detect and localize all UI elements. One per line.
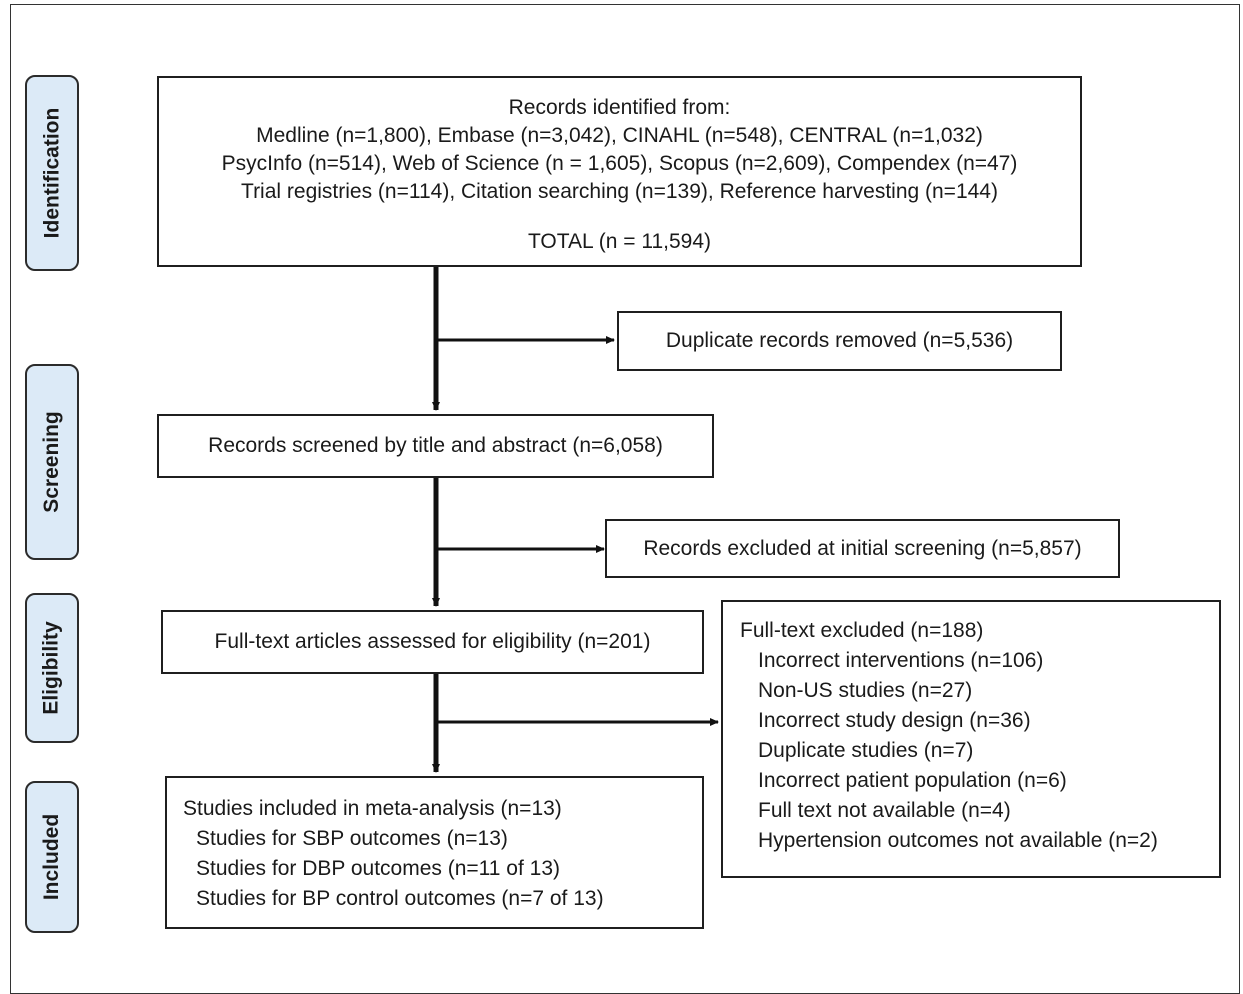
exclusion-reason: Non-US studies (n=27) xyxy=(758,679,973,702)
duplicates-removed-box: Duplicate records removed (n=5,536) xyxy=(617,311,1062,371)
duplicates-removed-text: Duplicate records removed (n=5,536) xyxy=(665,329,1014,352)
included-outcome-item: Studies for BP control outcomes (n=7 of … xyxy=(196,887,604,910)
exclusion-reason: Hypertension outcomes not available (n=2… xyxy=(758,829,1158,852)
records-identified-total: TOTAL (n = 11,594) xyxy=(527,229,712,253)
exclusion-reason: Full text not available (n=4) xyxy=(758,799,1011,822)
phase-included: Included xyxy=(25,781,79,933)
fulltext-assessed-text: Full-text articles assessed for eligibil… xyxy=(214,630,651,653)
exclusion-reason: Duplicate studies (n=7) xyxy=(758,739,974,762)
studies-included-box: Studies included in meta-analysis (n=13)… xyxy=(165,776,704,929)
phase-screening: Screening xyxy=(25,364,79,560)
exclusion-reason: Incorrect patient population (n=6) xyxy=(758,769,1067,792)
included-outcome-item: Studies for DBP outcomes (n=11 of 13) xyxy=(196,857,561,880)
records-identified-box: Records identified from: Medline (n=1,80… xyxy=(157,76,1082,267)
records-identified-line-2: PsycInfo (n=514), Web of Science (n = 1,… xyxy=(221,151,1018,175)
exclusion-reason: Incorrect study design (n=36) xyxy=(758,709,1031,732)
phase-eligibility: Eligibility xyxy=(25,593,79,743)
flow-connectors xyxy=(432,266,719,773)
fulltext-assessed-box: Full-text articles assessed for eligibil… xyxy=(161,610,704,674)
records-identified-line-3: Trial registries (n=114), Citation searc… xyxy=(241,179,998,203)
records-identified-heading: Records identified from: xyxy=(508,95,731,119)
studies-included-heading: Studies included in meta-analysis (n=13) xyxy=(183,797,562,820)
phase-identification: Identification xyxy=(25,75,79,271)
fulltext-excluded-heading: Full-text excluded (n=188) xyxy=(740,619,984,642)
fulltext-excluded-box: Full-text excluded (n=188) Incorrect int… xyxy=(721,600,1221,878)
records-screened-box: Records screened by title and abstract (… xyxy=(157,414,714,478)
included-outcome-item: Studies for SBP outcomes (n=13) xyxy=(196,827,508,850)
records-identified-line-1: Medline (n=1,800), Embase (n=3,042), CIN… xyxy=(256,123,983,147)
excluded-screening-text: Records excluded at initial screening (n… xyxy=(643,536,1082,560)
excluded-screening-box: Records excluded at initial screening (n… xyxy=(605,519,1120,578)
records-screened-text: Records screened by title and abstract (… xyxy=(208,434,663,457)
exclusion-reason: Incorrect interventions (n=106) xyxy=(758,649,1044,672)
